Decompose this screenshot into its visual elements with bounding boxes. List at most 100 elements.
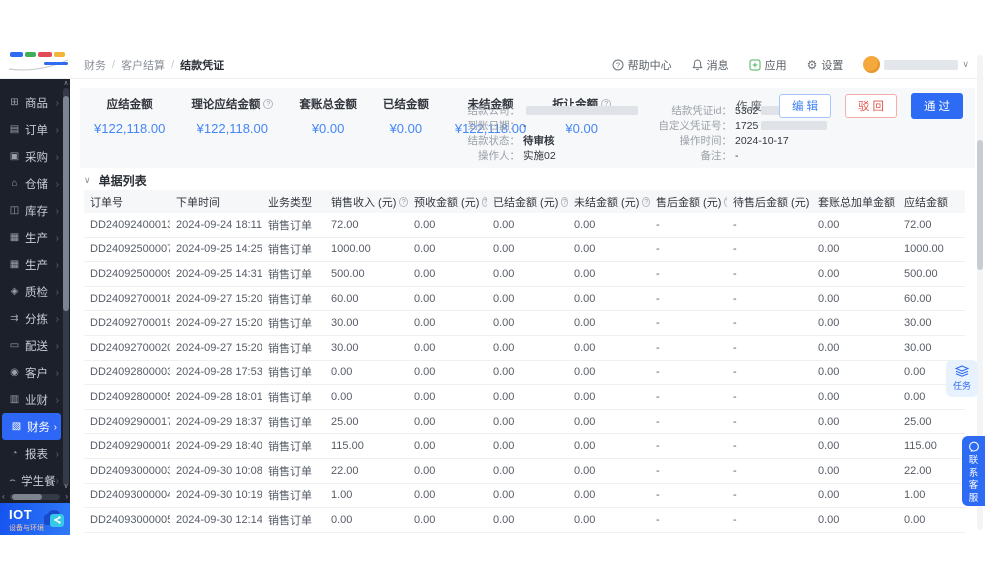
table-row[interactable]: DD24092500009 2024-09-25 14:31 销售订单 500.… (84, 262, 965, 287)
scrollbar-thumb[interactable] (977, 140, 983, 270)
cell-prepaid: 0.00 (414, 218, 436, 231)
breadcrumb-separator: / (112, 58, 116, 71)
table-row[interactable]: DD24092400013 2024-09-24 18:11 销售订单 72.0… (84, 213, 965, 238)
cell-sales-income: 60.00 (331, 292, 359, 305)
chevron-right-icon (56, 151, 59, 163)
table-row[interactable]: DD24092900018 2024-09-29 18:40 销售订单 115.… (84, 434, 965, 459)
cell-order-no: DD24093000005 (90, 513, 170, 526)
sidebar-item[interactable]: ▥ 业财 (0, 386, 63, 413)
sidebar-item-icon: ◫ (9, 205, 20, 216)
breadcrumb-customer-settlement[interactable]: 客户结算 (121, 59, 166, 72)
sidebar-item[interactable]: ◈ 质检 (0, 278, 63, 305)
table-row[interactable]: DD24092800003 2024-09-28 17:53 销售订单 0.00… (84, 361, 965, 386)
account-menu[interactable]: ∨ (863, 56, 969, 73)
sidebar-vertical-scrollbar[interactable] (63, 88, 69, 486)
approve-button[interactable]: 通过 (911, 93, 963, 119)
table-row[interactable]: DD24092700020 2024-09-27 15:20 销售订单 30.0… (84, 336, 965, 361)
table-row[interactable]: DD24093000005 2024-09-30 12:14 销售订单 0.00… (84, 508, 965, 533)
iot-banner[interactable]: IOT 设备与环境 (0, 503, 70, 535)
cell-credit-addon: 0.00 (818, 317, 840, 330)
scroll-down-icon[interactable]: ∨ (63, 483, 69, 490)
info-icon[interactable] (724, 196, 727, 207)
cell-settled: 0.00 (493, 415, 515, 428)
scroll-up-icon[interactable]: ∧ (63, 80, 69, 87)
breadcrumb: 财务 / 客户结算 / 结款凭证 (84, 50, 224, 79)
apps-link[interactable]: 应用 (749, 57, 787, 73)
help-center-link[interactable]: ? 帮助中心 (612, 57, 672, 73)
info-icon[interactable] (263, 99, 274, 109)
breadcrumb-current: 结款凭证 (180, 59, 225, 72)
cell-due: 115.00 (904, 440, 937, 453)
sidebar-item-icon: ▥ (9, 394, 20, 405)
scrollbar-thumb[interactable] (63, 96, 69, 311)
cell-pending-aftersale: - (733, 341, 737, 354)
table-row[interactable]: DD24092900017 2024-09-29 18:37 销售订单 25.0… (84, 410, 965, 435)
sidebar-item[interactable]: ▦ 生产 (0, 224, 63, 251)
info-value: 实施02 (523, 150, 556, 162)
table-row[interactable]: DD24092700019 2024-09-27 15:20 销售订单 30.0… (84, 311, 965, 336)
info-icon[interactable] (561, 196, 568, 207)
table-header-cell: 应结金额 (904, 196, 948, 209)
breadcrumb-finance[interactable]: 财务 (84, 59, 106, 72)
sidebar-item-icon: ▦ (9, 232, 20, 243)
info-label: 操作人： (478, 150, 520, 162)
cell-business-type: 销售订单 (268, 514, 312, 527)
messages-link[interactable]: 消息 (691, 57, 729, 73)
sidebar-horizontal-scrollbar[interactable] (10, 494, 60, 500)
cell-aftersale: - (656, 218, 660, 231)
info-icon[interactable] (482, 196, 487, 207)
sidebar-item[interactable]: ◫ 库存 (0, 197, 63, 224)
cell-sales-income: 25.00 (331, 415, 359, 428)
cell-order-time: 2024-09-30 12:14 (176, 513, 262, 526)
edit-button[interactable]: 编辑 (779, 94, 831, 118)
info-icon[interactable] (399, 196, 408, 207)
table-row[interactable]: DD24093000003 2024-09-30 10:08 销售订单 22.0… (84, 459, 965, 484)
scroll-right-icon[interactable]: › (65, 492, 68, 501)
table-row[interactable]: DD24092500007 2024-09-25 14:25 销售订单 1000… (84, 238, 965, 263)
contact-support-label: 联系客服 (968, 455, 979, 504)
cell-credit-addon: 0.00 (818, 292, 840, 305)
sidebar-item-icon: ▧ (11, 421, 22, 432)
contact-support-tab[interactable]: 联系客服 (962, 436, 985, 506)
sidebar-item[interactable]: ▭ 配送 (0, 332, 63, 359)
sidebar-item[interactable]: ⌢ 学生餐 (0, 467, 63, 494)
sidebar-item[interactable]: ◉ 客户 (0, 359, 63, 386)
sidebar-item[interactable]: ▣ 采购 (0, 143, 63, 170)
sidebar-item[interactable]: ⌂ 仓储 (0, 170, 63, 197)
cell-business-type: 销售订单 (268, 441, 312, 454)
sidebar-item[interactable]: ▧ 财务 (2, 413, 61, 440)
cell-due: 30.00 (904, 341, 932, 354)
brand-logo (8, 52, 69, 71)
metric-label: 应结金额 (106, 99, 153, 111)
document-table: 订单号 下单时间 业务类型 销售收入 (元) (84, 190, 965, 533)
info-value: - (735, 149, 739, 162)
reject-button[interactable]: 驳回 (845, 94, 897, 118)
info-row: 结款状态： 待审核 (455, 133, 640, 148)
task-widget[interactable]: 任务 (946, 360, 978, 397)
cell-order-no: DD24092700019 (90, 317, 170, 330)
svg-text:?: ? (616, 60, 620, 69)
cell-business-type: 销售订单 (268, 268, 312, 281)
top-header: 财务 / 客户结算 / 结款凭证 ? 帮助中心 消息 应用 ⚙ 设置 (0, 50, 985, 79)
cell-business-type: 销售订单 (268, 367, 312, 380)
cell-settled: 0.00 (493, 341, 515, 354)
table-row[interactable]: DD24092800005 2024-09-28 18:01 销售订单 0.00… (84, 385, 965, 410)
document-list-section-header: ∨ 单据列表 (84, 172, 147, 189)
scroll-left-icon[interactable]: ‹ (2, 492, 5, 501)
cell-order-no: DD24092800003 (90, 366, 170, 379)
sidebar-item[interactable]: ▤ 订单 (0, 116, 63, 143)
scrollbar-thumb[interactable] (12, 494, 42, 500)
void-button[interactable]: 作废 (736, 101, 765, 113)
sidebar-item[interactable]: ◔ 报表 (0, 440, 63, 467)
table-row[interactable]: DD24092700018 2024-09-27 15:20 销售订单 60.0… (84, 287, 965, 312)
sidebar-item[interactable]: ⇉ 分拣 (0, 305, 63, 332)
info-value: 2024-10-17 (735, 134, 789, 147)
collapse-caret-icon[interactable]: ∨ (84, 175, 91, 185)
sidebar-item[interactable]: ⊞ 商品 (0, 89, 63, 116)
table-row[interactable]: DD24093000004 2024-09-30 10:19 销售订单 1.00… (84, 484, 965, 509)
info-icon[interactable] (642, 196, 650, 207)
sidebar-item[interactable]: ▦ 生产 (0, 251, 63, 278)
sidebar-item-label: 分拣 (25, 313, 48, 326)
settings-link[interactable]: ⚙ 设置 (806, 57, 844, 72)
main-vertical-scrollbar[interactable] (977, 55, 983, 530)
